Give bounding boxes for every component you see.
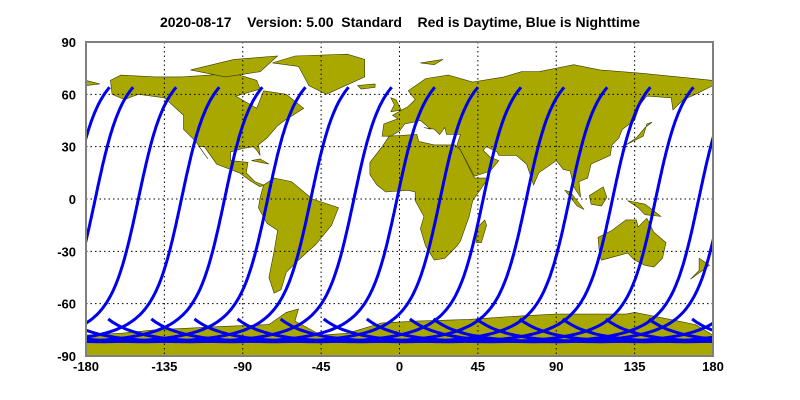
y-tick-label: 60 — [62, 87, 76, 102]
x-tick-label: -180 — [73, 359, 99, 374]
x-tick-label: 0 — [396, 359, 403, 374]
x-tick-label: 135 — [624, 359, 646, 374]
night-track — [0, 87, 23, 341]
land-chukotka-west — [86, 80, 100, 86]
y-tick-label: -60 — [57, 297, 76, 312]
land-north-america — [110, 73, 305, 188]
night-track — [408, 132, 713, 344]
land-arctic-islands — [190, 55, 279, 78]
night-track — [778, 87, 800, 341]
map-title: 2020-08-17 Version: 5.00 Standard Red is… — [160, 14, 640, 30]
y-tick-label: 0 — [69, 192, 76, 207]
x-tick-label: -90 — [233, 359, 252, 374]
night-track — [86, 86, 178, 325]
night-track — [735, 87, 800, 341]
y-tick-label: -90 — [57, 349, 76, 364]
night-track — [322, 86, 652, 344]
land-eurasia — [381, 64, 713, 198]
y-tick-label: 90 — [62, 35, 76, 50]
land-south-america — [258, 177, 339, 294]
land-africa — [369, 134, 489, 261]
y-tick-label: 30 — [62, 140, 76, 155]
land-borneo — [588, 186, 608, 207]
land-greenland — [272, 53, 366, 95]
y-tick-label: -30 — [57, 244, 76, 259]
y-axis: 90 60 30 0 -30 -60 -90 — [57, 35, 76, 364]
x-axis: -180 -135 -90 -45 0 45 90 135 180 — [73, 359, 724, 374]
x-tick-label: -135 — [151, 359, 177, 374]
x-tick-label: 90 — [549, 359, 563, 374]
land-japan — [625, 121, 653, 146]
x-tick-label: 180 — [702, 359, 724, 374]
x-tick-label: 45 — [471, 359, 485, 374]
land-svalbard — [420, 59, 444, 66]
plot-frame — [85, 41, 714, 357]
night-track — [279, 86, 609, 344]
track-layer — [0, 86, 800, 344]
land-iceland — [357, 83, 376, 90]
land-cuba — [251, 158, 270, 165]
night-track — [365, 86, 695, 344]
x-tick-label: -45 — [312, 359, 331, 374]
